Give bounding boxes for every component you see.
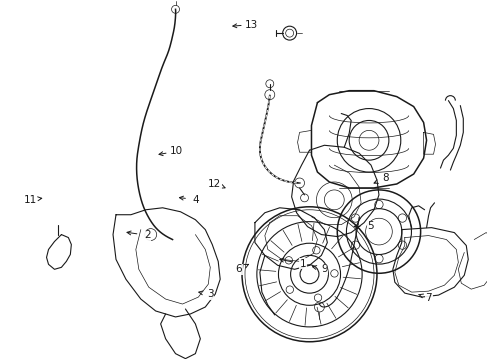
Text: 7: 7 [425,293,431,303]
Text: 13: 13 [244,19,258,30]
Text: 8: 8 [381,173,388,183]
Text: 1: 1 [299,259,305,269]
Text: 9: 9 [321,264,327,274]
Text: 6: 6 [235,264,242,274]
Text: 11: 11 [23,195,37,204]
Text: 4: 4 [192,195,199,204]
Text: 2: 2 [144,230,150,240]
Text: 12: 12 [207,179,221,189]
Text: 5: 5 [366,221,373,231]
Text: 3: 3 [207,289,213,299]
Text: 10: 10 [170,147,183,157]
